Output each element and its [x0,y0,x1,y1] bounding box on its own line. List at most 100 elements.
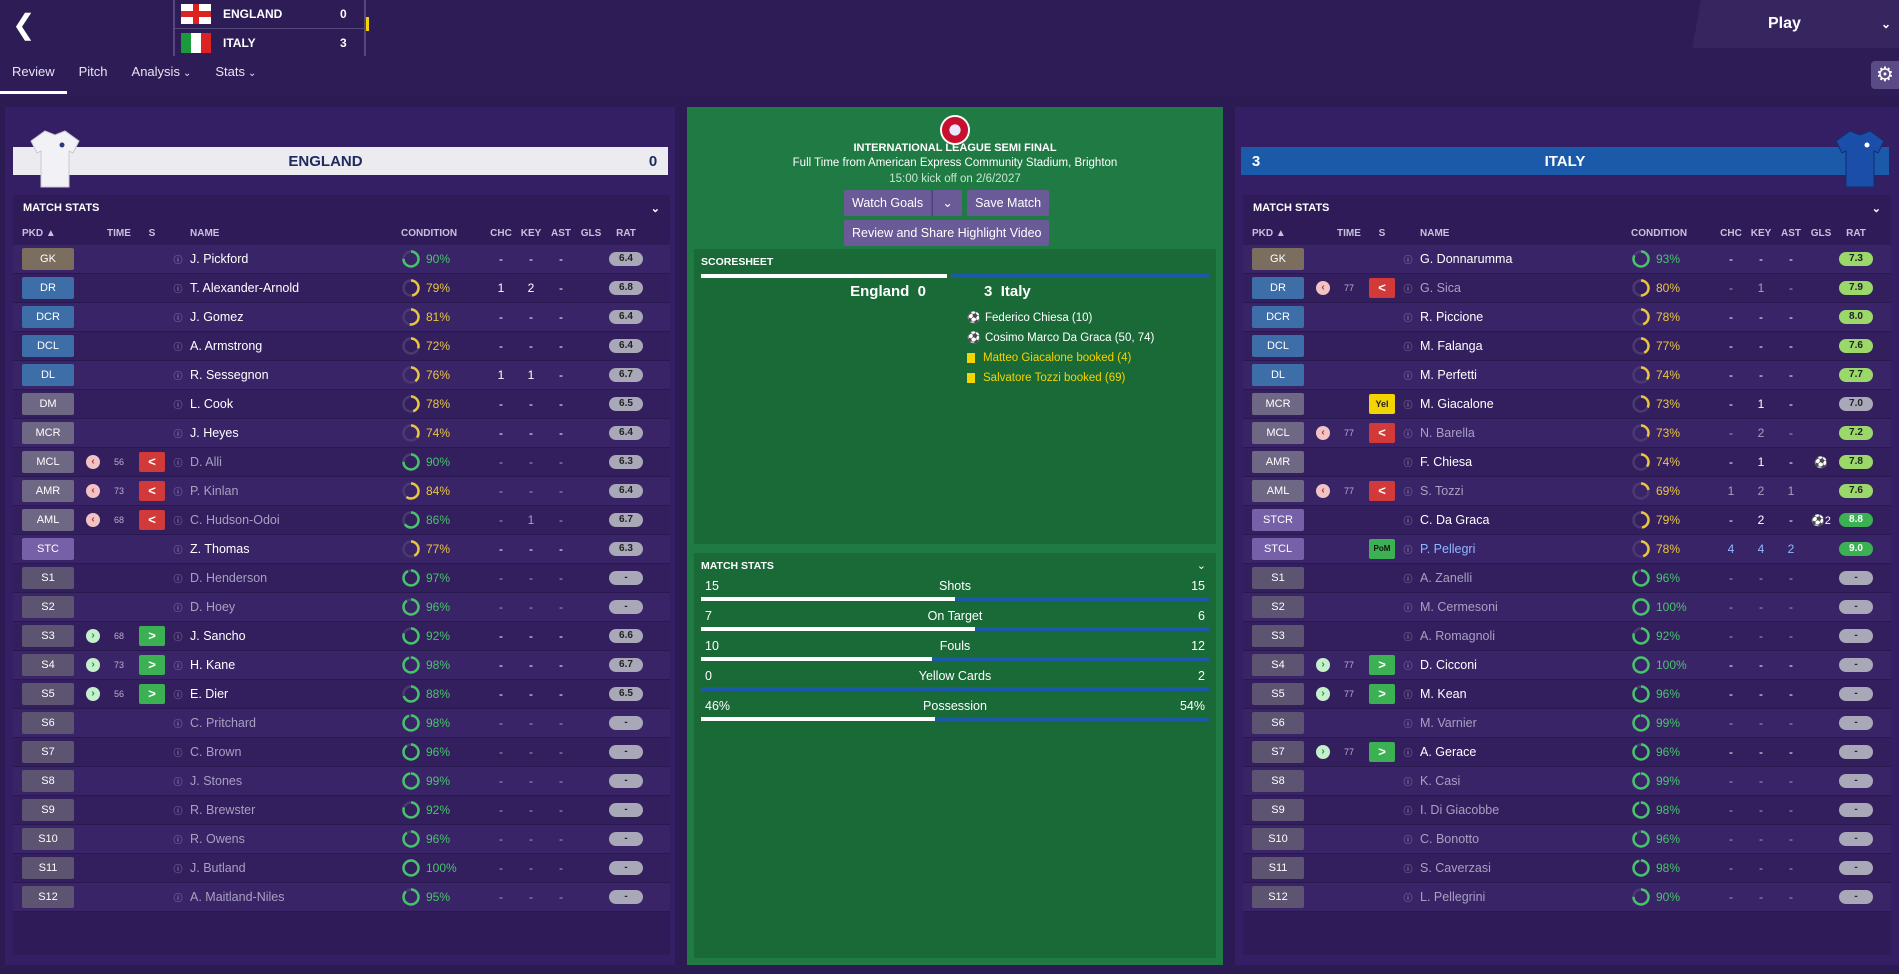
player-row[interactable]: STCL PoM ⓘ P. Pellegri 78% 4 4 2 9.0 [1243,535,1891,564]
player-row[interactable]: S12 ⓘ A. Maitland-Niles 95% - - - - [13,883,670,912]
player-name[interactable]: N. Barella [1420,426,1475,440]
player-name[interactable]: K. Casi [1420,774,1461,788]
col-time[interactable]: TIME [1337,227,1361,239]
info-icon[interactable]: ⓘ [1403,718,1413,729]
info-icon[interactable]: ⓘ [1403,399,1413,410]
info-icon[interactable]: ⓘ [173,283,183,294]
info-icon[interactable]: ⓘ [1403,660,1413,671]
col-gls[interactable]: GLS [580,227,602,239]
player-name[interactable]: J. Butland [190,861,246,875]
info-icon[interactable]: ⓘ [173,718,183,729]
col-condition[interactable]: CONDITION [1631,227,1688,239]
watch-goals-button[interactable]: Watch Goals [844,190,932,216]
info-icon[interactable]: ⓘ [1403,312,1413,323]
player-name[interactable]: D. Hoey [190,600,236,614]
info-icon[interactable]: ⓘ [173,892,183,903]
player-name[interactable]: D. Henderson [190,571,268,585]
info-icon[interactable]: ⓘ [1403,747,1413,758]
player-name[interactable]: M. Perfetti [1420,368,1477,382]
player-name[interactable]: F. Chiesa [1420,455,1473,469]
info-icon[interactable]: ⓘ [1403,834,1413,845]
info-icon[interactable]: ⓘ [1403,805,1413,816]
player-name[interactable]: J. Heyes [190,426,239,440]
info-icon[interactable]: ⓘ [1403,544,1413,555]
player-row[interactable]: S6 ⓘ C. Pritchard 98% - - - - [13,709,670,738]
player-row[interactable]: S11 ⓘ S. Caverzasi 98% - - - - [1243,854,1891,883]
col-time[interactable]: TIME [107,227,131,239]
col-s[interactable]: S [148,227,156,239]
info-icon[interactable]: ⓘ [173,660,183,671]
player-row[interactable]: S7 ⓘ C. Brown 96% - - - - [13,738,670,767]
player-name[interactable]: M. Falanga [1420,339,1483,353]
info-icon[interactable]: ⓘ [173,428,183,439]
col-name[interactable]: NAME [1420,227,1450,239]
info-icon[interactable]: ⓘ [173,399,183,410]
player-row[interactable]: S8 ⓘ K. Casi 99% - - - - [1243,767,1891,796]
player-row[interactable]: GK ⓘ J. Pickford 90% - - - 6.4 [13,245,670,274]
player-name[interactable]: C. Da Graca [1420,513,1490,527]
player-row[interactable]: AML ‹ 68 < ⓘ C. Hudson-Odoi 86% - 1 - 6.7 [13,506,670,535]
info-icon[interactable]: ⓘ [173,544,183,555]
info-icon[interactable]: ⓘ [173,370,183,381]
player-row[interactable]: MCR ⓘ J. Heyes 74% - - - 6.4 [13,419,670,448]
player-row[interactable]: STC ⓘ Z. Thomas 77% - - - 6.3 [13,535,670,564]
info-icon[interactable]: ⓘ [1403,776,1413,787]
player-row[interactable]: AMR ‹ 73 < ⓘ P. Kinlan 84% - - - 6.4 [13,477,670,506]
tab-analysis[interactable]: Analysis ⌄ [120,64,204,94]
player-row[interactable]: MCL ‹ 77 < ⓘ N. Barella 73% - 2 - 7.2 [1243,419,1891,448]
player-row[interactable]: S10 ⓘ R. Owens 96% - - - - [13,825,670,854]
col-rat[interactable]: RAT [1846,227,1866,239]
info-icon[interactable]: ⓘ [173,254,183,265]
player-name[interactable]: J. Pickford [190,252,249,266]
info-icon[interactable]: ⓘ [173,312,183,323]
info-icon[interactable]: ⓘ [173,602,183,613]
player-name[interactable]: E. Dier [190,687,229,701]
col-pkd[interactable]: PKD ▲ [1252,227,1286,239]
col-ast[interactable]: AST [1781,227,1801,239]
player-name[interactable]: A. Gerace [1420,745,1477,759]
player-row[interactable]: DCR ⓘ J. Gomez 81% - - - 6.4 [13,303,670,332]
player-name[interactable]: C. Bonotto [1420,832,1480,846]
england-stats-header[interactable]: MATCH STATS ⌄ [13,195,670,221]
col-pkd[interactable]: PKD ▲ [22,227,56,239]
info-icon[interactable]: ⓘ [173,863,183,874]
info-icon[interactable]: ⓘ [1403,457,1413,468]
player-name[interactable]: M. Varnier [1420,716,1477,730]
info-icon[interactable]: ⓘ [1403,515,1413,526]
save-match-button[interactable]: Save Match [967,190,1050,216]
info-icon[interactable]: ⓘ [173,631,183,642]
tab-review[interactable]: Review [0,64,67,94]
info-icon[interactable]: ⓘ [173,805,183,816]
player-name[interactable]: P. Kinlan [190,484,239,498]
italy-stats-header[interactable]: MATCH STATS ⌄ [1243,195,1891,221]
player-name[interactable]: R. Brewster [190,803,256,817]
highlight-video-button[interactable]: Review and Share Highlight Video [844,220,1050,246]
player-row[interactable]: S2 ⓘ M. Cermesoni 100% - - - - [1243,593,1891,622]
chevron-down-icon[interactable]: ⌄ [1196,560,1206,572]
player-name[interactable]: I. Di Giacobbe [1420,803,1500,817]
info-icon[interactable]: ⓘ [1403,283,1413,294]
player-name[interactable]: J. Stones [190,774,243,788]
player-row[interactable]: DL ⓘ M. Perfetti 74% - - - 7.7 [1243,361,1891,390]
player-name[interactable]: C. Pritchard [190,716,256,730]
player-name[interactable]: A. Zanelli [1420,571,1473,585]
player-row[interactable]: S2 ⓘ D. Hoey 96% - - - - [13,593,670,622]
player-name[interactable]: M. Kean [1420,687,1467,701]
player-name[interactable]: M. Cermesoni [1420,600,1498,614]
player-row[interactable]: S3 › 68 > ⓘ J. Sancho 92% - - - 6.6 [13,622,670,651]
player-name[interactable]: S. Tozzi [1420,484,1464,498]
player-name[interactable]: C. Brown [190,745,242,759]
info-icon[interactable]: ⓘ [1403,863,1413,874]
player-row[interactable]: S5 › 56 > ⓘ E. Dier 88% - - - 6.5 [13,680,670,709]
info-icon[interactable]: ⓘ [173,573,183,584]
player-name[interactable]: H. Kane [190,658,236,672]
info-icon[interactable]: ⓘ [1403,341,1413,352]
player-row[interactable]: S3 ⓘ A. Romagnoli 92% - - - - [1243,622,1891,651]
player-row[interactable]: MCL ‹ 56 < ⓘ D. Alli 90% - - - 6.3 [13,448,670,477]
player-row[interactable]: DCL ⓘ M. Falanga 77% - - - 7.6 [1243,332,1891,361]
col-key[interactable]: KEY [520,227,542,239]
player-name[interactable]: G. Sica [1420,281,1461,295]
player-row[interactable]: S4 › 73 > ⓘ H. Kane 98% - - - 6.7 [13,651,670,680]
info-icon[interactable]: ⓘ [173,486,183,497]
player-row[interactable]: S1 ⓘ D. Henderson 97% - - - - [13,564,670,593]
